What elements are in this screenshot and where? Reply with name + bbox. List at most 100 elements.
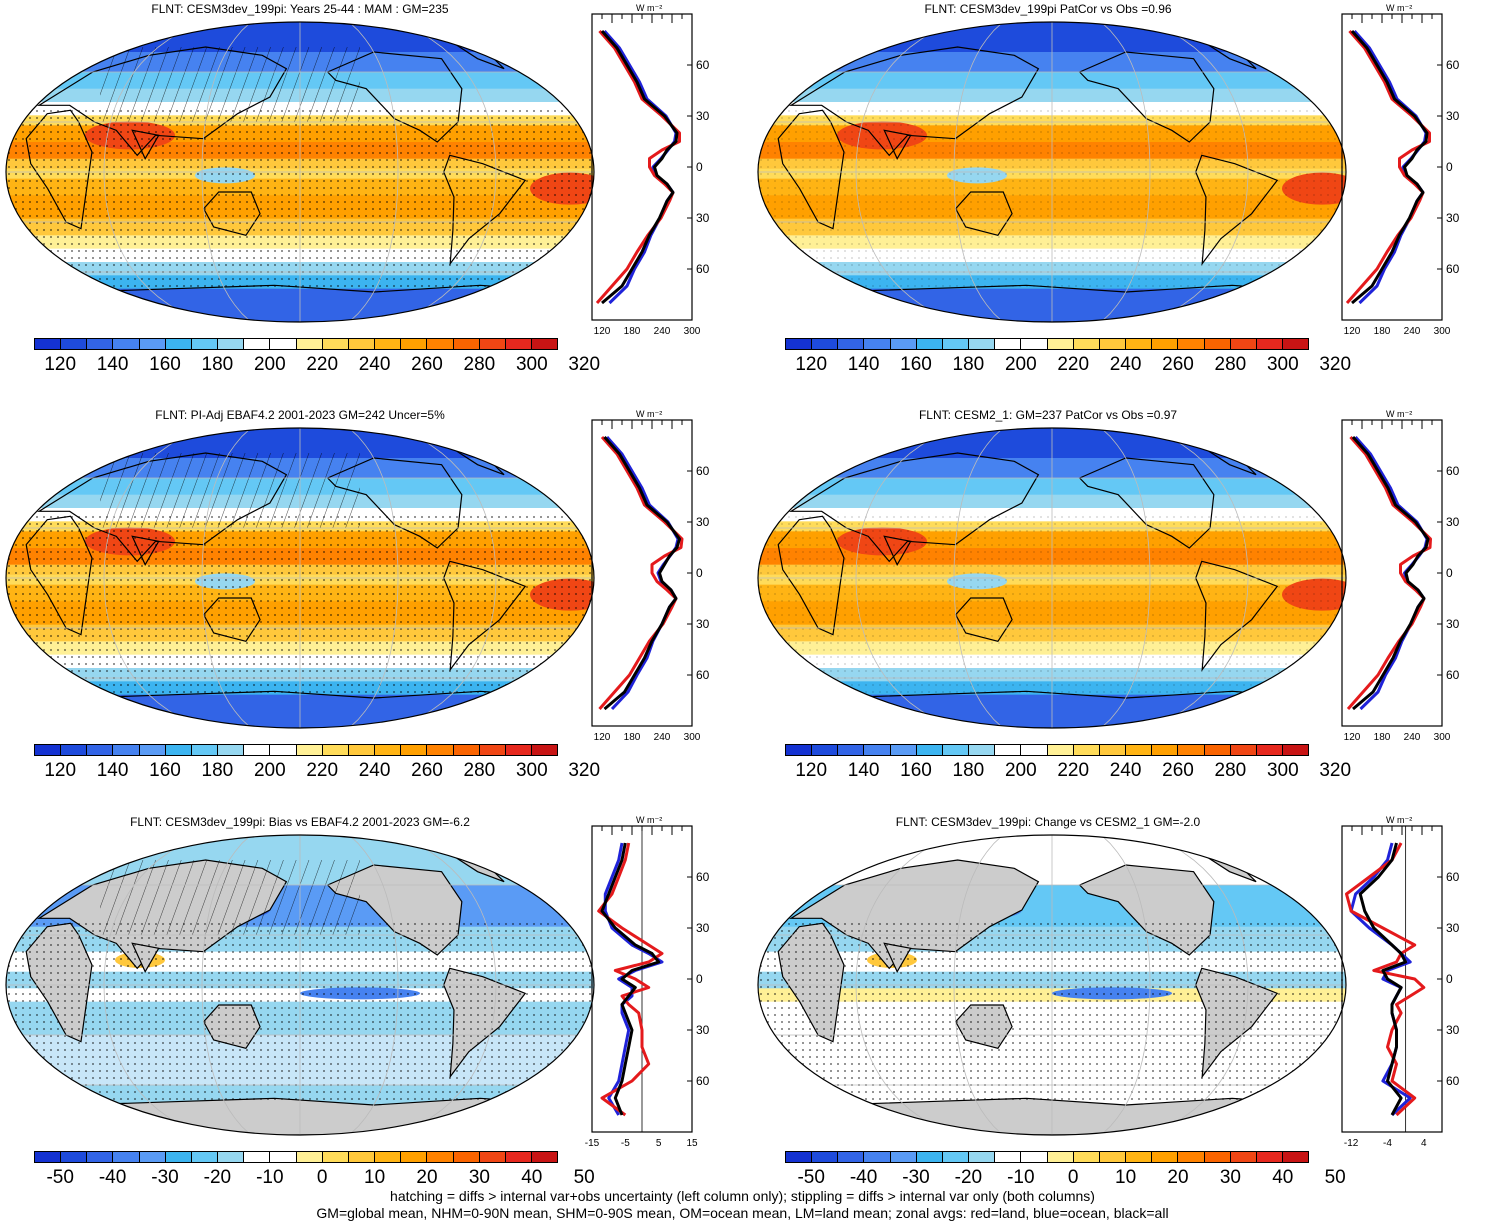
colorbar-swatch xyxy=(916,339,943,349)
colorbar-swatch xyxy=(838,1152,865,1162)
colorbar-swatch xyxy=(890,1152,917,1162)
colorbar-tick-label: 280 xyxy=(463,354,496,375)
colorbar-swatch xyxy=(113,1152,140,1162)
longitude-line xyxy=(103,428,203,728)
zonal-frame xyxy=(591,419,693,727)
colorbar-tick-label: -10 xyxy=(1007,1167,1035,1188)
map-title: FLNT: CESM3dev_199pi: Bias vs EBAF4.2 20… xyxy=(130,815,470,829)
colorbar-tick-label: 120 xyxy=(795,760,828,781)
zonal-tick-label: 240 xyxy=(654,326,671,337)
colorbar-swatch xyxy=(87,339,114,349)
colorbar-tick-label: 260 xyxy=(1162,354,1194,375)
coastline xyxy=(78,1097,527,1135)
colorbar-tick-label: 10 xyxy=(364,1167,386,1188)
lat-tick-label: 60N xyxy=(696,870,710,884)
colorbar-swatch xyxy=(1126,339,1153,349)
map-panel xyxy=(757,834,1347,1136)
colorbar-swatch xyxy=(812,339,839,349)
colorbar-swatch xyxy=(87,1152,114,1162)
colorbar-swatch xyxy=(244,1152,271,1162)
colorbar-swatch xyxy=(942,745,970,755)
colorbar-swatch xyxy=(1073,339,1100,349)
longitude-line xyxy=(1149,835,1249,1135)
zonal-line-land xyxy=(598,436,684,710)
colorbar-tick-label: 260 xyxy=(1162,760,1194,781)
colorbar-tick-label: 50 xyxy=(1324,1167,1346,1188)
longitude-line xyxy=(1100,835,1151,1135)
longitude-line xyxy=(953,835,1004,1135)
colorbar-swatch xyxy=(348,745,376,755)
zonal-tick-label: 240 xyxy=(654,732,671,743)
colorbar xyxy=(34,744,558,756)
colorbar-swatch xyxy=(1282,339,1309,349)
colorbar-swatch xyxy=(1047,745,1074,755)
colorbar-swatch xyxy=(916,745,943,755)
colorbar-swatch xyxy=(1230,1152,1257,1162)
lat-tick-label: 0 xyxy=(696,972,703,986)
colorbar-swatch xyxy=(995,339,1022,349)
colorbar-swatch xyxy=(1021,745,1048,755)
zonal-tick-label: 180 xyxy=(624,732,641,743)
colorbar-swatch xyxy=(401,1152,428,1162)
colorbar-labels: -50 -40 -30 -20 -10 0 10 20 30 40 50 xyxy=(785,1167,1345,1189)
colorbar-tick-label: 200 xyxy=(253,760,286,781)
longitude-line xyxy=(201,835,252,1135)
colorbar-tick-label: 160 xyxy=(149,354,181,375)
colorbar-swatch xyxy=(218,745,245,755)
colorbar-swatch xyxy=(1230,339,1257,349)
colorbar-tick-label: 300 xyxy=(515,760,548,781)
colorbar-tick-label: 140 xyxy=(847,760,880,781)
colorbar-swatch xyxy=(1099,339,1127,349)
colorbar xyxy=(785,744,1309,756)
colorbar-swatch xyxy=(969,745,996,755)
zonal-tick-label: -4 xyxy=(1383,1138,1392,1149)
colorbar-swatch xyxy=(969,1152,996,1162)
colorbar-tick-label: 300 xyxy=(1266,354,1299,375)
zonal-tick-label: 5 xyxy=(656,1138,662,1149)
colorbar-tick-label: 200 xyxy=(1004,354,1037,375)
colorbar-swatch xyxy=(1073,745,1100,755)
colorbar-tick-label: 180 xyxy=(201,760,234,781)
zonal-tick-label: 120 xyxy=(1344,326,1361,337)
colorbar-swatch xyxy=(1178,1152,1205,1162)
colorbar-swatch xyxy=(322,745,349,755)
hatching-overlay xyxy=(100,47,360,122)
colorbar-swatch xyxy=(1256,745,1283,755)
colorbar-swatch xyxy=(1073,1152,1100,1162)
colorbar-swatch xyxy=(531,1152,558,1162)
colorbar-tick-label: 220 xyxy=(1057,760,1090,781)
colorbar-swatch xyxy=(1126,745,1153,755)
longitude-line xyxy=(103,835,203,1135)
map-panel xyxy=(757,21,1347,323)
longitude-line xyxy=(855,22,955,322)
longitude-line xyxy=(855,428,955,728)
lat-tick-label: 60S xyxy=(696,262,710,276)
colorbar-swatch xyxy=(505,339,532,349)
colorbar-tick-label: 10 xyxy=(1115,1167,1137,1188)
unit-label: W m⁻² xyxy=(636,815,662,825)
longitude-line xyxy=(1100,22,1151,322)
colorbar-swatch xyxy=(479,339,506,349)
lat-tick-label: 60N xyxy=(696,464,710,478)
colorbar-swatch xyxy=(244,339,271,349)
zonal-tick-label: 4 xyxy=(1421,1138,1427,1149)
zonal-line-ocean xyxy=(605,436,680,711)
colorbar-swatch xyxy=(427,339,454,349)
colorbar-swatch xyxy=(401,339,428,349)
colorbar-swatch xyxy=(838,745,865,755)
colorbar-tick-label: 160 xyxy=(149,760,181,781)
colorbar-swatch xyxy=(165,1152,192,1162)
zonal-line-ocean xyxy=(1353,30,1428,305)
colorbar-swatch xyxy=(113,745,140,755)
lat-tick-label: 60S xyxy=(1446,1074,1460,1088)
colorbar-swatch xyxy=(1099,745,1127,755)
colorbar-tick-label: 180 xyxy=(952,760,985,781)
colorbar-tick-label: 260 xyxy=(411,354,443,375)
colorbar-swatch xyxy=(1126,1152,1153,1162)
colorbar-tick-label: 280 xyxy=(1214,760,1247,781)
colorbar-swatch xyxy=(348,339,376,349)
colorbar-swatch xyxy=(890,339,917,349)
colorbar-swatch xyxy=(453,339,480,349)
colorbar xyxy=(785,1151,1309,1163)
colorbar-swatch xyxy=(916,1152,943,1162)
